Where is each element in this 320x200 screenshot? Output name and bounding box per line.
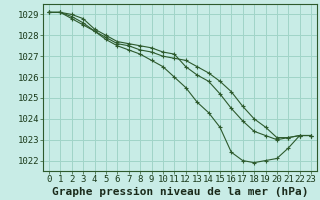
X-axis label: Graphe pression niveau de la mer (hPa): Graphe pression niveau de la mer (hPa) [52, 187, 308, 197]
